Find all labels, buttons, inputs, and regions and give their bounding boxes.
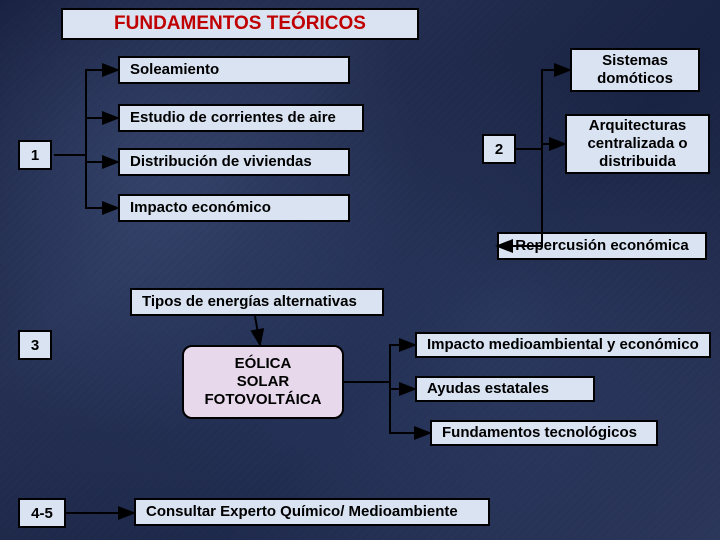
node-ayudas-estatales: Ayudas estatales [415,376,595,402]
node-repercusion-economica: Repercusión económica [497,232,707,260]
group-number-1: 1 [18,140,52,170]
node-corrientes-aire: Estudio de corrientes de aire [118,104,364,132]
node-soleamiento: Soleamiento [118,56,350,84]
node-impacto-economico: Impacto económico [118,194,350,222]
node-eolica-solar-fotovoltaica: EÓLICASOLARFOTOVOLTÁICA [182,345,344,419]
group-number-2: 2 [482,134,516,164]
group-number-4-5: 4-5 [18,498,66,528]
node-impacto-medioambiental: Impacto medioambiental y económico [415,332,711,358]
node-sistemas-domoticos: Sistemas domóticos [570,48,700,92]
group-number-3: 3 [18,330,52,360]
node-fundamentos-tecnologicos: Fundamentos tecnológicos [430,420,658,446]
node-distribucion-viviendas: Distribución de viviendas [118,148,350,176]
node-consultar-experto: Consultar Experto Químico/ Medioambiente [134,498,490,526]
node-tipos-energias: Tipos de energías alternativas [130,288,384,316]
node-arquitecturas: Arquitecturas centralizada o distribuida [565,114,710,174]
diagram-title: FUNDAMENTOS TEÓRICOS [61,8,419,40]
